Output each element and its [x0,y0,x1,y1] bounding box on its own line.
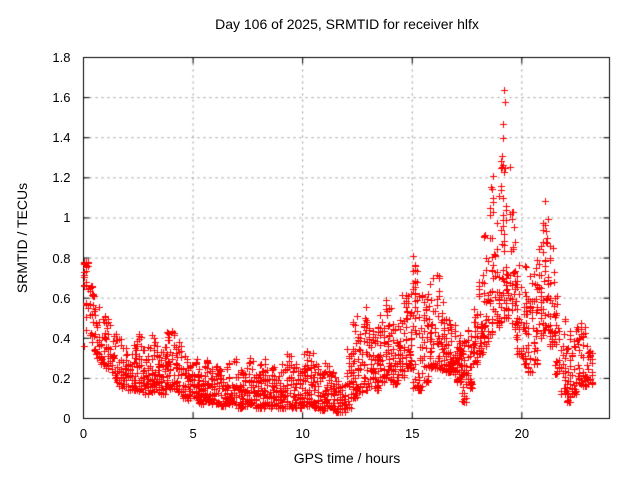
x-axis-label: GPS time / hours [293,450,401,466]
y-tick-label: 0.6 [52,290,71,306]
x-tick-label: 10 [295,426,310,441]
chart-title: Day 106 of 2025, SRMTID for receiver hlf… [215,16,479,32]
y-tick-label: 0.4 [52,330,71,346]
y-tick-label: 1.2 [52,170,71,186]
x-tick-label: 15 [405,426,420,441]
y-tick-label: 0.2 [52,370,71,386]
y-axis-label: SRMTID / TECUs [14,182,30,294]
x-tick-label: 0 [79,426,88,441]
y-tick-label: 1 [63,210,71,226]
y-tick-label: 1.8 [52,50,71,65]
y-tick-label: 0 [63,411,71,426]
x-tick-label: 20 [514,426,530,441]
y-tick-label: 1.6 [52,90,71,106]
y-tick-label: 0.8 [52,250,71,266]
x-tick-label: 5 [189,426,197,441]
y-tick-label: 1.4 [52,130,71,146]
